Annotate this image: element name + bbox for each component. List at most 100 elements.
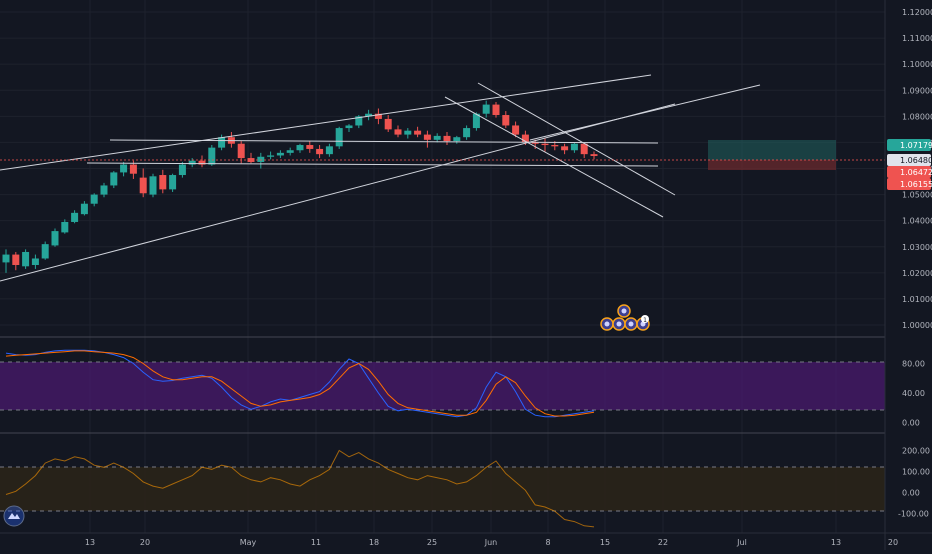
stop-loss-zone[interactable] (708, 160, 836, 170)
candle (404, 128, 412, 139)
candle (267, 151, 275, 160)
stochastic-series-line (5, 350, 595, 417)
candle (580, 142, 588, 159)
candle (198, 155, 206, 168)
candle (169, 173, 177, 192)
resistance-level-line[interactable] (109, 139, 659, 144)
time-axis-tick: 22 (658, 538, 668, 547)
stochastic-lines (5, 349, 595, 418)
candle-body (129, 164, 137, 174)
time-axis-tick: 11 (311, 538, 321, 547)
candle-body (31, 258, 39, 266)
candle (365, 109, 373, 121)
candle (345, 124, 353, 132)
candle (100, 182, 108, 198)
candle-body (149, 176, 157, 195)
candle (90, 193, 98, 207)
cci-pane[interactable] (0, 449, 885, 528)
candle-body (512, 125, 520, 135)
candle-body (482, 104, 490, 114)
event-count-badge[interactable]: 1 (641, 315, 649, 324)
candle (12, 251, 20, 271)
candle-body (521, 134, 529, 143)
event-markers[interactable]: 1 (600, 304, 650, 331)
candle-body (276, 152, 284, 156)
candle (384, 115, 392, 132)
event-marker-icon[interactable] (600, 317, 614, 331)
candle-body (110, 172, 118, 186)
candle-body (247, 158, 255, 162)
candle-body (257, 156, 265, 162)
cci-scale-tick: -100.00 (898, 509, 929, 518)
candle-body (198, 160, 206, 165)
tradingview-logo-icon[interactable] (3, 505, 25, 527)
price-scale-tick: 1.00000 (902, 321, 932, 330)
candle (433, 133, 441, 143)
candle-body (394, 129, 402, 135)
event-marker-icon[interactable] (617, 304, 631, 318)
candle-body (335, 128, 343, 147)
candle-body (531, 142, 539, 144)
stochastic-pane[interactable] (0, 349, 885, 418)
candle-body (22, 251, 30, 267)
candle (531, 139, 539, 149)
event-marker-icon[interactable] (612, 317, 626, 331)
lower-channel-line[interactable] (0, 103, 676, 282)
time-axis-tick: 20 (140, 538, 150, 547)
candle (159, 169, 167, 194)
candle (590, 151, 598, 160)
price-label: 1.06155 (900, 180, 932, 189)
candle-body (208, 147, 216, 165)
candle-body (296, 145, 304, 151)
time-axis[interactable]: 13 20 May 11 18 25 Jun 8 15 22 Jul 13 20 (85, 538, 898, 547)
candle (423, 130, 431, 148)
event-marker-icon[interactable] (624, 317, 638, 331)
price-scale-tick: 1.04000 (902, 217, 932, 226)
candle (276, 150, 284, 159)
candle (335, 126, 343, 149)
candle-body (41, 244, 49, 259)
trend-line-drawings[interactable] (0, 74, 761, 282)
falling-trend-line-inner[interactable] (444, 96, 664, 218)
time-axis-tick: 8 (545, 538, 550, 547)
stochastic-band (0, 362, 885, 410)
right-trend-line[interactable] (529, 84, 761, 141)
price-scale-tick: 1.09000 (902, 86, 932, 95)
take-profit-zone[interactable] (708, 140, 836, 160)
candle-body (365, 113, 373, 117)
candle (31, 254, 39, 269)
candle (149, 173, 157, 198)
price-label: 1.07179 (900, 141, 932, 150)
candle-body (71, 212, 79, 222)
candle-body (267, 155, 275, 157)
candle-body (218, 137, 226, 148)
candle (570, 142, 578, 153)
candle (80, 201, 88, 216)
cci-scale-tick: 100.00 (902, 467, 930, 476)
candle-body (551, 145, 559, 147)
candle (139, 168, 147, 198)
candle-body (374, 113, 382, 119)
support-level-line[interactable] (86, 162, 659, 167)
candle-body (306, 145, 314, 149)
price-pane[interactable]: 1 (0, 74, 885, 331)
candle (541, 138, 549, 152)
upper-channel-line[interactable] (0, 74, 652, 171)
falling-trend-line-outer[interactable] (477, 82, 676, 196)
candle-body (286, 150, 294, 153)
candle-body (12, 254, 20, 266)
price-label-box (887, 166, 931, 178)
candle-body (237, 143, 245, 159)
time-axis-tick: 25 (427, 538, 437, 547)
candle (61, 219, 69, 234)
candle-body (325, 146, 333, 155)
candle (453, 135, 461, 144)
price-scale[interactable]: 1.120001.110001.100001.090001.080001.070… (898, 8, 932, 518)
candle-body (139, 177, 147, 194)
candle-body (2, 254, 10, 263)
time-axis-tick: 15 (600, 538, 610, 547)
price-label-box (887, 139, 931, 151)
candle (512, 121, 520, 138)
